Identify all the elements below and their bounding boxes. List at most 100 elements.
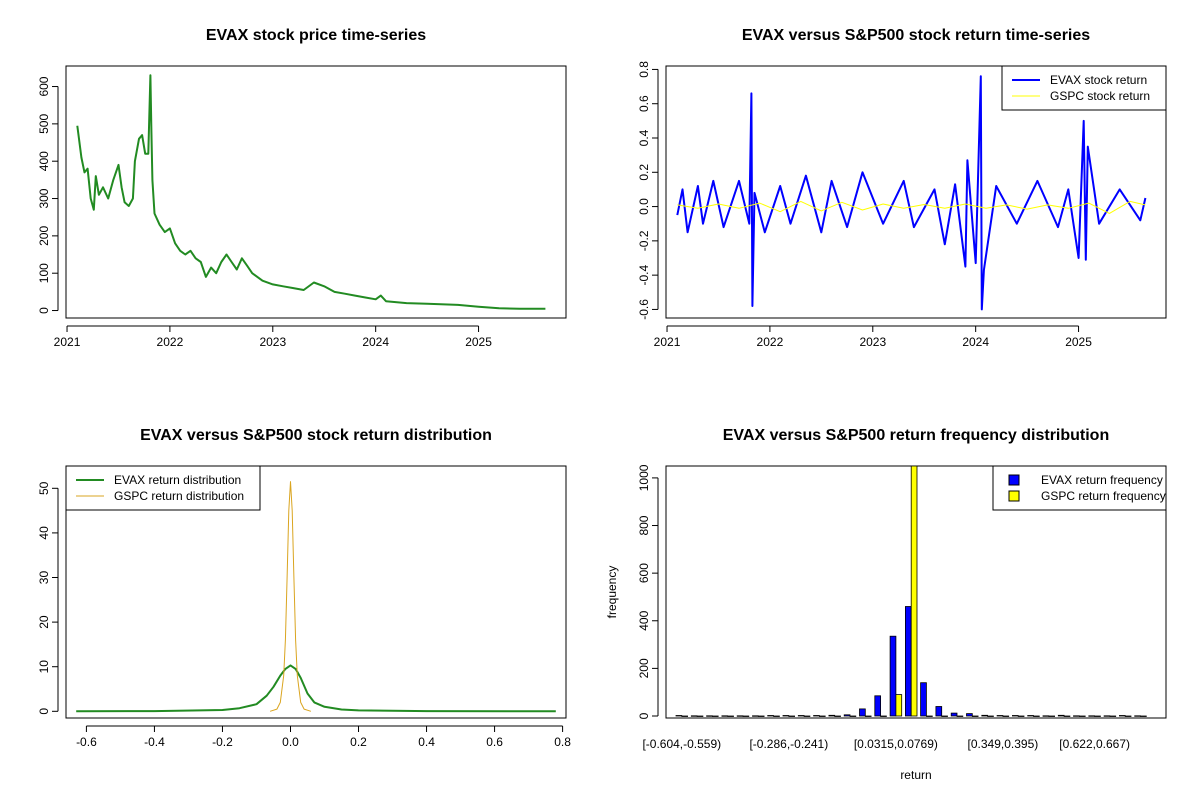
- evax-freq-bar: [1103, 715, 1111, 717]
- gspc-freq-bar: [1094, 715, 1101, 717]
- x-tick-label: 2022: [757, 335, 784, 349]
- gspc-freq-bar: [880, 715, 887, 717]
- y-axis-label: frequency: [605, 566, 619, 619]
- chart-title: EVAX versus S&P500 stock return time-ser…: [742, 27, 1090, 44]
- y-tick-label: 0: [37, 708, 51, 715]
- y-tick-label: 40: [37, 526, 51, 540]
- y-tick-label: 20: [37, 615, 51, 629]
- gspc-freq-bar: [803, 715, 811, 717]
- gspc-freq-bar: [834, 715, 841, 717]
- x-tick-label: [0.0315,0.0769): [854, 737, 938, 751]
- y-tick-label: 800: [637, 515, 651, 535]
- legend-box: [1001, 65, 1167, 111]
- x-tick-label: 0.2: [350, 735, 367, 749]
- chart-title: EVAX versus S&P500 stock return distribu…: [140, 427, 492, 444]
- gspc-freq-bar: [971, 715, 979, 717]
- evax-freq-bar: [752, 715, 759, 717]
- gspc-freq-bar: [910, 465, 918, 717]
- evax-freq-bar: [675, 715, 683, 717]
- x-tick-label: 2024: [962, 335, 989, 349]
- evax-freq-bar: [966, 713, 973, 717]
- gspc-freq-bar: [727, 715, 734, 717]
- x-tick-label: -0.6: [76, 735, 97, 749]
- gspc-freq-bar: [956, 715, 964, 717]
- legend-label: GSPC return frequency: [1041, 489, 1166, 503]
- gspc-freq-bar: [1079, 715, 1086, 717]
- y-tick-label: -0.6: [637, 299, 651, 320]
- x-tick-label: 2021: [654, 335, 681, 349]
- gspc-freq-bar: [1109, 715, 1117, 717]
- gspc-freq-bar: [1017, 715, 1025, 717]
- gspc-freq-bar: [1124, 715, 1132, 717]
- y-tick-label: 1000: [637, 464, 651, 491]
- evax-freq-bar: [920, 682, 927, 717]
- gspc-freq-bar: [788, 715, 795, 717]
- x-tick-label: 0.6: [486, 735, 503, 749]
- evax-freq-bar: [843, 714, 851, 717]
- y-tick-label: 0.4: [637, 129, 651, 146]
- gspc-freq-bar: [1002, 715, 1010, 717]
- evax-freq-bar: [690, 715, 698, 717]
- evax-freq-bar: [981, 714, 988, 717]
- evax-freq-bar: [905, 606, 912, 717]
- y-tick-label: -0.4: [637, 264, 651, 285]
- evax-freq-bar: [859, 708, 866, 717]
- evax-freq-bar: [736, 715, 744, 717]
- y-tick-label: 400: [637, 610, 651, 630]
- evax-freq-bar: [889, 635, 897, 717]
- gspc-freq-bar: [926, 715, 933, 717]
- y-tick-label: 0.8: [637, 61, 651, 78]
- gspc-density-line: [269, 481, 312, 712]
- evax-freq-bar: [1134, 715, 1141, 717]
- legend-label: GSPC return distribution: [114, 489, 244, 503]
- legend-label: EVAX stock return: [1050, 73, 1147, 87]
- x-tick-label: 2022: [157, 335, 184, 349]
- y-tick-label: -0.2: [637, 230, 651, 251]
- gspc-freq-bar: [987, 715, 994, 717]
- legend-label: EVAX return distribution: [114, 473, 241, 487]
- x-tick-label: 2023: [259, 335, 286, 349]
- evax-freq-bar: [721, 715, 729, 717]
- x-tick-label: 2025: [465, 335, 492, 349]
- y-tick-label: 0.2: [637, 164, 651, 181]
- y-tick-label: 600: [37, 76, 51, 96]
- evax-freq-bar: [935, 706, 943, 717]
- evax-freq-bar: [797, 715, 805, 717]
- gspc-freq-bar: [819, 715, 826, 717]
- evax-freq-bar: [828, 714, 836, 717]
- legend-swatch-box: [1008, 474, 1020, 486]
- legend-box: [65, 465, 261, 511]
- x-tick-label: [0.349,0.395): [968, 737, 1039, 751]
- gspc-freq-bar: [757, 715, 765, 717]
- evax-freq-bar: [1088, 715, 1096, 717]
- x-tick-label: 0.8: [554, 735, 571, 749]
- evax-freq-bar: [950, 712, 958, 717]
- x-tick-label: 2023: [859, 335, 886, 349]
- plot-frame: [65, 465, 567, 719]
- gspc-return-line: [677, 200, 1146, 214]
- chart-title: EVAX stock price time-series: [206, 27, 426, 44]
- evax-freq-bar: [813, 715, 820, 717]
- x-tick-label: 0.4: [418, 735, 435, 749]
- y-tick-label: 200: [37, 226, 51, 246]
- evax-freq-bar: [767, 715, 774, 717]
- x-tick-label: 2021: [54, 335, 81, 349]
- evax-freq-bar: [1042, 715, 1050, 717]
- evax-freq-bar: [706, 715, 713, 717]
- evax-freq-bar: [1073, 715, 1080, 717]
- gspc-freq-bar: [849, 715, 857, 717]
- y-tick-label: 10: [37, 660, 51, 674]
- plot-frame: [65, 65, 567, 319]
- y-tick-label: 500: [37, 114, 51, 134]
- x-tick-label: [-0.604,-0.559): [642, 737, 721, 751]
- x-axis-label: return: [900, 768, 931, 782]
- x-tick-label: 2025: [1065, 335, 1092, 349]
- y-tick-label: 600: [637, 563, 651, 583]
- y-tick-label: 400: [37, 151, 51, 171]
- x-tick-label: [-0.286,-0.241): [749, 737, 828, 751]
- gspc-freq-bar: [681, 715, 688, 717]
- gspc-freq-bar: [1140, 715, 1147, 717]
- y-tick-label: 100: [37, 263, 51, 283]
- gspc-freq-bar: [1033, 715, 1040, 717]
